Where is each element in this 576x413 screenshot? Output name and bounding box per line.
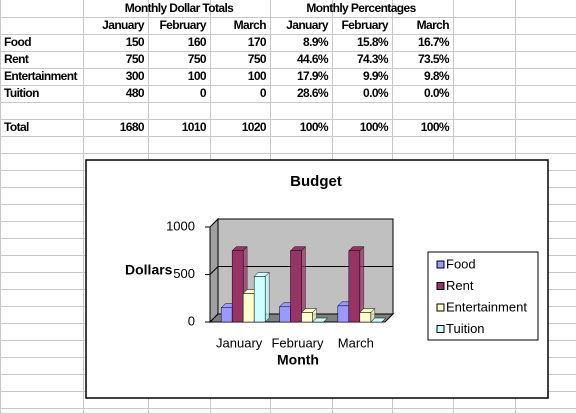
- row-label: Tuition: [4, 86, 39, 100]
- cell-value: 100%: [360, 120, 389, 134]
- bar: [301, 312, 313, 323]
- column-header: January: [102, 18, 145, 32]
- grid-line: [209, 218, 393, 228]
- cell-value: 100%: [300, 120, 329, 134]
- cell-value: 0.0%: [424, 86, 450, 100]
- legend-label: Entertainment: [446, 299, 527, 314]
- cell-value: 0.0%: [363, 86, 389, 100]
- legend-swatch: [436, 325, 445, 333]
- bar: [359, 312, 372, 323]
- cell-value: 750: [126, 52, 145, 66]
- y-tick-label: 0: [188, 313, 195, 328]
- cell-value: 73.5%: [418, 52, 450, 66]
- x-tick-label: February: [271, 335, 324, 350]
- bar: [348, 250, 361, 323]
- bar-top: [370, 317, 387, 323]
- bar: [279, 306, 291, 323]
- cell-value: 1020: [242, 120, 267, 134]
- cell-value: 100: [248, 69, 267, 83]
- legend-label: Tuition: [446, 321, 485, 336]
- cell-value: 100: [188, 69, 207, 83]
- column-header: January: [286, 18, 329, 32]
- y-axis-title: Dollars: [125, 262, 173, 278]
- chart: 0 500 1000 January February March Food Rent Ente…: [166, 217, 539, 350]
- cell-value: 100%: [421, 120, 450, 134]
- row-label: Food: [4, 35, 31, 49]
- x-axis-title: Month: [277, 352, 319, 368]
- bar-side: [264, 271, 270, 323]
- legend-box: [427, 251, 539, 341]
- bar-top: [311, 317, 329, 323]
- cell-value: 480: [126, 86, 145, 100]
- cell-value: 0: [260, 86, 267, 100]
- column-header: March: [417, 18, 450, 32]
- legend-swatch: [436, 260, 445, 269]
- legend-swatch: [436, 282, 445, 290]
- cell-value: 8.9%: [303, 35, 329, 49]
- legend-label: Rent: [446, 278, 474, 293]
- cell-value: 15.8%: [357, 35, 389, 49]
- row-label: Rent: [4, 52, 29, 66]
- group-header: Monthly Dollar Totals: [125, 1, 234, 15]
- cell-value: 300: [126, 69, 145, 83]
- grid-line: [209, 313, 393, 323]
- bar: [220, 307, 233, 323]
- legend-label: Food: [446, 256, 476, 271]
- y-tick-label: 500: [173, 266, 195, 281]
- column-header: March: [234, 18, 267, 32]
- group-header: Monthly Percentages: [306, 1, 416, 15]
- row-label: Total: [4, 120, 29, 134]
- bar: [231, 250, 244, 323]
- cell-value: 170: [248, 35, 267, 49]
- bar: [242, 293, 255, 323]
- chart-title: Budget: [290, 173, 342, 190]
- cell-value: 160: [188, 35, 207, 49]
- column-header: February: [159, 18, 206, 32]
- sheet-cells: Monthly Dollar Totals Monthly Percentages…: [4, 1, 451, 134]
- cell-value: 1010: [182, 120, 207, 134]
- column-header: February: [341, 18, 388, 32]
- grid-line: [209, 266, 393, 275]
- cell-value: 9.8%: [424, 69, 450, 83]
- row-label: Entertainment: [4, 69, 77, 83]
- y-tick-label: 1000: [166, 218, 195, 233]
- cell-value: 750: [188, 52, 207, 66]
- cell-value: 150: [126, 35, 145, 49]
- cell-value: 44.6%: [297, 52, 329, 66]
- x-tick-label: March: [338, 335, 374, 350]
- cell-value: 28.6%: [297, 86, 329, 100]
- bar: [337, 305, 350, 323]
- bar: [290, 250, 302, 323]
- bar: [253, 276, 266, 323]
- cell-value: 74.3%: [357, 52, 389, 66]
- cell-value: 0: [200, 86, 207, 100]
- cell-value: 1680: [120, 120, 145, 134]
- x-tick-label: January: [216, 335, 263, 350]
- legend-swatch: [436, 303, 445, 312]
- cell-value: 16.7%: [418, 35, 450, 49]
- cell-value: 17.9%: [297, 69, 329, 83]
- cell-value: 9.9%: [363, 69, 389, 83]
- cell-value: 750: [248, 52, 267, 66]
